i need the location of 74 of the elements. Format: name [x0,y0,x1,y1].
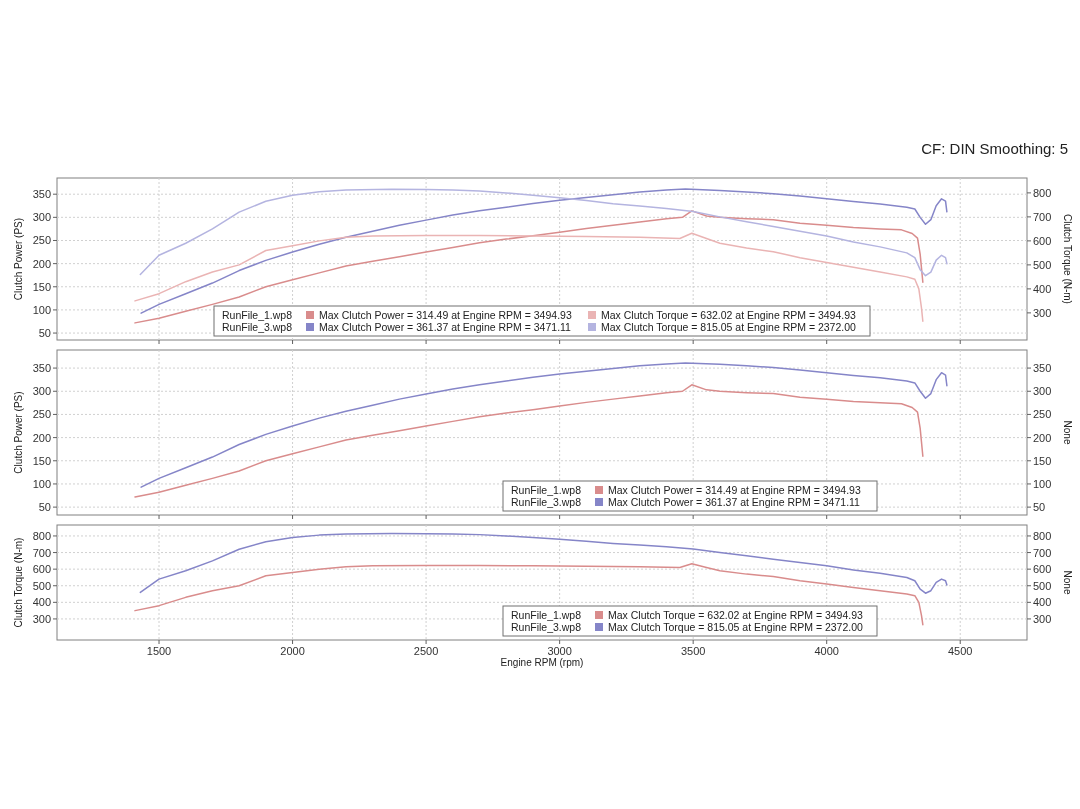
y2-tick-label: 500 [1033,579,1052,592]
y-tick-label: 100 [32,477,51,490]
y-tick-label: 800 [32,529,51,542]
y-tick-label: 300 [32,211,51,224]
legend-label: Max Clutch Power = 314.49 at Engine RPM = 3494.93 [608,484,861,496]
y-tick-label: 250 [32,234,51,247]
line-series [139,188,948,277]
y2-tick-label: 700 [1033,210,1052,223]
x-tick-label: 3500 [680,645,706,657]
y2-tick-label: 800 [1033,529,1052,542]
y2-axis-title: None [1062,570,1073,595]
y-tick-label: 50 [38,501,51,514]
y2-tick-label: 600 [1033,563,1052,576]
annotation: RunFile_3.wp8 [222,321,293,333]
legend-label: Max Clutch Power = 314.49 at Engine RPM = 3494.93 [319,309,572,321]
y2-tick-label: 150 [1033,454,1052,467]
y2-axis-title: Clutch Torque (N-m) [1062,214,1073,304]
y2-tick-label: 50 [1033,501,1046,514]
line-series [134,210,924,324]
legend-label: Max Clutch Torque = 632.02 at Engine RPM = 3494.93 [601,309,857,321]
y2-tick-label: 350 [1033,362,1052,375]
line-series [134,384,924,498]
y2-axis-title: None [1062,420,1073,445]
legend-label: Max Clutch Torque = 815.05 at Engine RPM = 2372.00 [601,321,857,333]
line-series [134,232,924,323]
y2-tick-label: 200 [1033,431,1052,444]
y-tick-label: 350 [32,362,51,375]
line-series [140,362,948,488]
y2-tick-label: 700 [1033,546,1052,559]
x-tick-label: 4500 [947,645,973,657]
annotation: RunFile_1.wp8 [511,609,582,621]
annotation: RunFile_1.wp8 [511,484,582,496]
x-tick-label: 4000 [814,645,839,657]
y2-tick-label: 100 [1033,477,1052,490]
y2-tick-label: 300 [1033,306,1052,319]
line-series [139,532,948,594]
y-tick-label: 700 [32,546,51,559]
y-tick-label: 50 [38,327,51,340]
x-tick-label: 2500 [413,645,439,657]
y-tick-label: 100 [32,303,51,316]
y-tick-label: 500 [32,579,51,592]
y-tick-label: 300 [32,385,51,398]
y2-tick-label: 600 [1033,234,1052,247]
y-tick-label: 400 [32,596,51,609]
y-tick-label: 600 [32,563,51,576]
y-axis-title: Clutch Power (PS) [13,217,24,301]
y2-tick-label: 500 [1033,258,1052,271]
chart-subtitle: CF: DIN Smoothing: 5 [921,140,1068,157]
legend-label: Max Clutch Torque = 632.02 at Engine RPM = 3494.93 [608,609,864,621]
y-tick-label: 150 [32,454,51,467]
y-axis-title: Clutch Torque (N-m) [13,537,24,628]
y-tick-label: 200 [32,257,51,270]
y-tick-label: 300 [32,612,51,625]
y2-tick-label: 400 [1033,282,1052,295]
annotation: RunFile_1.wp8 [222,309,293,321]
legend-label: Max Clutch Power = 361.37 at Engine RPM = 3471.11 [608,496,861,508]
y2-tick-label: 300 [1033,612,1052,625]
annotation: RunFile_3.wp8 [511,621,582,633]
y-tick-label: 150 [32,280,51,293]
y2-tick-label: 400 [1033,596,1052,609]
legend-label: Max Clutch Torque = 815.05 at Engine RPM = 2372.00 [608,621,864,633]
y2-tick-label: 300 [1033,385,1052,398]
y-tick-label: 200 [32,431,51,444]
x-tick-label: 1500 [146,645,172,657]
legend-label: Max Clutch Power = 361.37 at Engine RPM = 3471.11 [319,321,572,333]
y2-tick-label: 250 [1033,408,1052,421]
x-tick-label: 3000 [547,645,572,657]
y-tick-label: 350 [32,188,51,201]
annotation: RunFile_3.wp8 [511,496,582,508]
y-axis-title: Clutch Power (PS) [13,391,24,474]
x-tick-label: 2000 [280,645,305,657]
y2-tick-label: 800 [1033,186,1052,199]
x-axis-title: Engine RPM (rpm) [500,657,584,668]
y-tick-label: 250 [32,408,51,421]
